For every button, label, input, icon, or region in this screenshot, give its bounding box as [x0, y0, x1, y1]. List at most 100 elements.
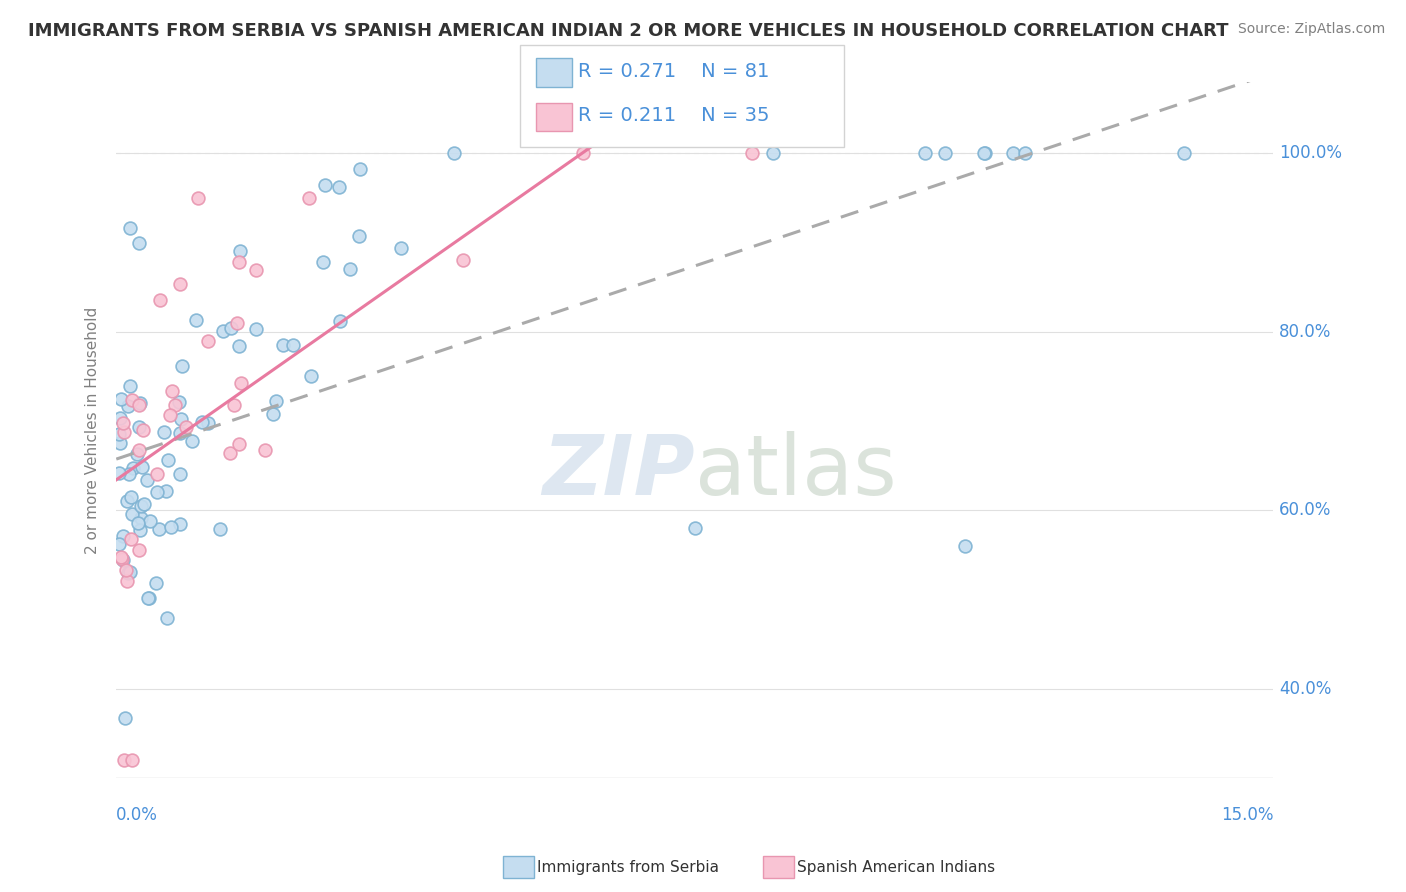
Point	[159, 408, 181, 422]
Point	[329, 314, 352, 328]
Point	[453, 253, 475, 268]
Point	[169, 467, 191, 482]
Point	[120, 220, 142, 235]
Point	[131, 510, 153, 524]
Point	[271, 338, 294, 352]
Point	[160, 384, 183, 398]
Point	[389, 241, 412, 255]
Point	[110, 549, 132, 564]
Point	[136, 591, 159, 606]
Point	[349, 162, 371, 177]
Point	[148, 522, 170, 536]
Point	[129, 523, 152, 537]
Point	[117, 400, 139, 414]
Point	[120, 378, 142, 392]
Point	[108, 466, 131, 480]
Point	[169, 517, 191, 532]
Point	[762, 146, 785, 161]
Point	[160, 520, 183, 534]
Point	[112, 529, 135, 543]
Point	[314, 178, 336, 192]
Text: R = 0.211    N = 35: R = 0.211 N = 35	[578, 106, 769, 126]
Point	[128, 235, 150, 250]
Point	[131, 423, 153, 437]
Point	[125, 447, 148, 461]
Point	[131, 460, 153, 475]
Point	[115, 494, 138, 508]
Point	[262, 407, 284, 421]
Point	[1173, 146, 1195, 161]
Point	[128, 397, 150, 411]
Text: atlas: atlas	[695, 431, 897, 512]
Point	[170, 412, 193, 426]
Point	[128, 442, 150, 457]
Point	[169, 426, 191, 441]
Point	[973, 146, 995, 161]
Point	[174, 419, 197, 434]
Point	[298, 191, 321, 205]
Point	[347, 228, 370, 243]
Y-axis label: 2 or more Vehicles in Household: 2 or more Vehicles in Household	[86, 306, 100, 554]
Point	[218, 446, 240, 460]
Point	[118, 467, 141, 482]
Point	[139, 514, 162, 528]
Point	[120, 566, 142, 580]
Text: 80.0%: 80.0%	[1279, 323, 1331, 341]
Point	[228, 255, 250, 269]
Point	[121, 753, 143, 767]
Point	[121, 461, 143, 475]
Point	[117, 566, 139, 581]
Point	[110, 552, 132, 566]
Text: 100.0%: 100.0%	[1279, 145, 1343, 162]
Point	[156, 453, 179, 467]
Point	[131, 499, 153, 513]
Text: Immigrants from Serbia: Immigrants from Serbia	[537, 860, 718, 874]
Point	[1014, 146, 1036, 161]
Point	[112, 425, 135, 440]
Point	[229, 376, 252, 391]
Point	[187, 191, 209, 205]
Text: 60.0%: 60.0%	[1279, 501, 1331, 519]
Text: Source: ZipAtlas.com: Source: ZipAtlas.com	[1237, 22, 1385, 37]
Point	[683, 521, 706, 535]
Point	[1002, 146, 1025, 161]
Point	[170, 359, 193, 373]
Point	[121, 507, 143, 521]
Point	[169, 277, 191, 291]
Point	[339, 261, 361, 276]
Point	[197, 416, 219, 430]
Point	[572, 146, 595, 161]
Text: IMMIGRANTS FROM SERBIA VS SPANISH AMERICAN INDIAN 2 OR MORE VEHICLES IN HOUSEHOL: IMMIGRANTS FROM SERBIA VS SPANISH AMERIC…	[28, 22, 1229, 40]
Point	[108, 410, 131, 425]
Point	[110, 392, 132, 406]
Point	[264, 394, 287, 409]
Point	[245, 263, 267, 277]
Point	[127, 516, 149, 531]
Point	[110, 436, 132, 450]
Point	[111, 416, 134, 430]
Text: 0.0%: 0.0%	[117, 805, 157, 824]
Text: 40.0%: 40.0%	[1279, 680, 1331, 698]
Point	[228, 437, 250, 451]
Point	[120, 532, 142, 546]
Text: Spanish American Indians: Spanish American Indians	[797, 860, 995, 874]
Point	[254, 443, 277, 458]
Point	[934, 146, 956, 161]
Point	[228, 339, 250, 353]
Point	[135, 473, 157, 487]
Point	[128, 542, 150, 557]
Point	[208, 522, 231, 536]
Point	[914, 146, 936, 161]
Point	[741, 146, 763, 161]
Point	[283, 337, 305, 351]
Text: R = 0.271    N = 81: R = 0.271 N = 81	[578, 62, 769, 81]
Point	[443, 146, 465, 161]
Point	[111, 553, 134, 567]
Point	[138, 591, 160, 606]
Point	[128, 419, 150, 434]
Point	[107, 537, 129, 551]
Point	[112, 753, 135, 767]
Point	[190, 415, 212, 429]
Point	[180, 434, 202, 448]
Point	[229, 244, 252, 259]
